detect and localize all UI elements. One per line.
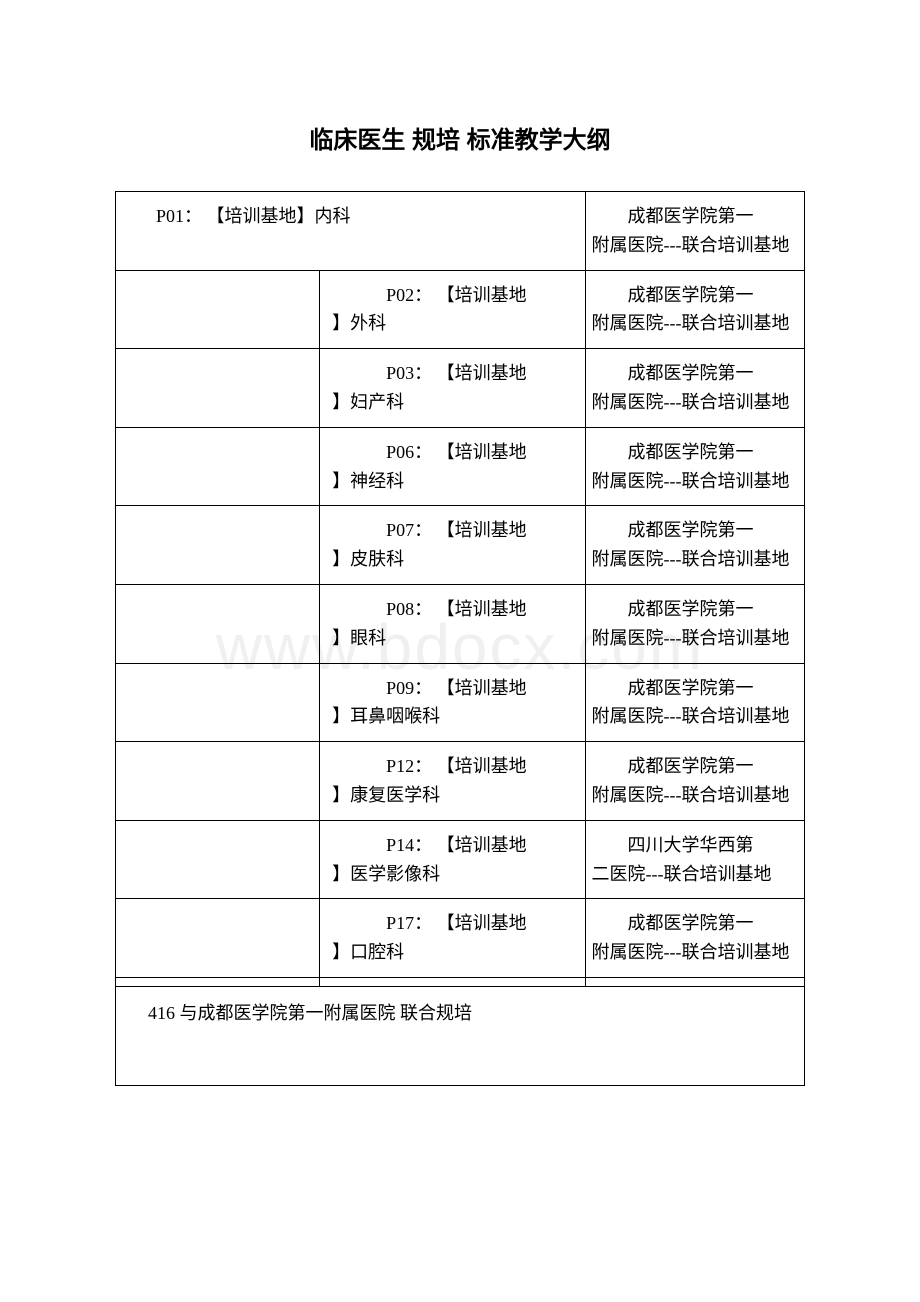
label-line2: 】医学影像科 — [350, 860, 578, 889]
affiliation-cell: 成都医学院第一 附属医院---联合培训基地 — [585, 506, 804, 585]
label-line2: 】妇产科 — [350, 388, 578, 417]
affiliation-lead: 成都医学院第一 — [628, 599, 754, 619]
base-label: P17： 【培训基地 】口腔科 — [320, 899, 585, 978]
affiliation-cell: 成都医学院第一 附属医院---联合培训基地 — [585, 349, 804, 428]
table-row — [116, 977, 805, 986]
affiliation-body: 附属医院---联合培训基地 — [592, 388, 798, 417]
base-label: P06： 【培训基地 】神经科 — [320, 427, 585, 506]
label-line1: P14： 【培训基地 — [350, 831, 578, 860]
base-label: P14： 【培训基地 】医学影像科 — [320, 820, 585, 899]
affiliation-body: 附属医院---联合培训基地 — [592, 938, 798, 967]
empty-cell — [116, 427, 320, 506]
affiliation-lead: 成都医学院第一 — [628, 520, 754, 540]
affiliation-body: 附属医院---联合培训基地 — [592, 624, 798, 653]
empty-cell — [116, 270, 320, 349]
base-label: P08： 【培训基地 】眼科 — [320, 584, 585, 663]
empty-cell — [116, 349, 320, 428]
affiliation-lead: 成都医学院第一 — [628, 285, 754, 305]
empty-cell — [116, 506, 320, 585]
affiliation-cell: 四川大学华西第 二医院---联合培训基地 — [585, 820, 804, 899]
table-row: P08： 【培训基地 】眼科 成都医学院第一 附属医院---联合培训基地 — [116, 584, 805, 663]
empty-cell — [116, 820, 320, 899]
label-line1: P08： 【培训基地 — [350, 595, 578, 624]
empty-cell — [116, 584, 320, 663]
document-page: 临床医生 规培 标准教学大纲 P01： 【培训基地】内科 成都医学院第一 附属医… — [0, 0, 920, 1086]
label-line1: P09： 【培训基地 — [350, 674, 578, 703]
table-row: P01： 【培训基地】内科 成都医学院第一 附属医院---联合培训基地 — [116, 192, 805, 271]
label-line1: P03： 【培训基地 — [350, 359, 578, 388]
affiliation-cell: 成都医学院第一 附属医院---联合培训基地 — [585, 899, 804, 978]
label-line2: 】口腔科 — [350, 938, 578, 967]
affiliation-body: 附属医院---联合培训基地 — [592, 467, 798, 496]
affiliation-body: 附属医院---联合培训基地 — [592, 702, 798, 731]
base-label: P02： 【培训基地 】外科 — [320, 270, 585, 349]
empty-cell — [585, 977, 804, 986]
empty-cell — [320, 977, 585, 986]
affiliation-lead: 四川大学华西第 — [628, 835, 754, 855]
empty-cell — [116, 663, 320, 742]
affiliation-body: 附属医院---联合培训基地 — [592, 231, 798, 260]
table-row: P12： 【培训基地 】康复医学科 成都医学院第一 附属医院---联合培训基地 — [116, 742, 805, 821]
base-label: P12： 【培训基地 】康复医学科 — [320, 742, 585, 821]
affiliation-body: 附属医院---联合培训基地 — [592, 781, 798, 810]
affiliation-cell: 成都医学院第一 附属医院---联合培训基地 — [585, 584, 804, 663]
affiliation-body: 附属医院---联合培训基地 — [592, 545, 798, 574]
label-line2: 】神经科 — [350, 467, 578, 496]
label-line1: P12： 【培训基地 — [350, 752, 578, 781]
affiliation-body: 二医院---联合培训基地 — [592, 860, 798, 889]
table-row: P06： 【培训基地 】神经科 成都医学院第一 附属医院---联合培训基地 — [116, 427, 805, 506]
footer-text: 416 与成都医学院第一附属医院 联合规培 — [116, 987, 804, 1085]
label-line1: P17： 【培训基地 — [350, 909, 578, 938]
affiliation-lead: 成都医学院第一 — [628, 363, 754, 383]
label-line1: P02： 【培训基地 — [350, 281, 578, 310]
table-row: P14： 【培训基地 】医学影像科 四川大学华西第 二医院---联合培训基地 — [116, 820, 805, 899]
base-label: P07： 【培训基地 】皮肤科 — [320, 506, 585, 585]
label-line2: 】外科 — [350, 309, 578, 338]
base-label: P01： 【培训基地】内科 — [116, 192, 586, 271]
table-row: P09： 【培训基地 】耳鼻咽喉科 成都医学院第一 附属医院---联合培训基地 — [116, 663, 805, 742]
affiliation-cell: 成都医学院第一 附属医院---联合培训基地 — [585, 663, 804, 742]
table-row: P07： 【培训基地 】皮肤科 成都医学院第一 附属医院---联合培训基地 — [116, 506, 805, 585]
label-line2: 】耳鼻咽喉科 — [350, 702, 578, 731]
empty-cell — [116, 742, 320, 821]
page-title: 临床医生 规培 标准教学大纲 — [115, 120, 805, 155]
base-label: P03： 【培训基地 】妇产科 — [320, 349, 585, 428]
label-line1: P07： 【培训基地 — [350, 516, 578, 545]
affiliation-body: 附属医院---联合培训基地 — [592, 309, 798, 338]
affiliation-cell: 成都医学院第一 附属医院---联合培训基地 — [585, 192, 804, 271]
affiliation-cell: 成都医学院第一 附属医院---联合培训基地 — [585, 742, 804, 821]
label-line2: 】眼科 — [350, 624, 578, 653]
affiliation-cell: 成都医学院第一 附属医院---联合培训基地 — [585, 427, 804, 506]
affiliation-lead: 成都医学院第一 — [628, 913, 754, 933]
empty-cell — [116, 977, 320, 986]
table-row: P02： 【培训基地 】外科 成都医学院第一 附属医院---联合培训基地 — [116, 270, 805, 349]
label-line2: 】康复医学科 — [350, 781, 578, 810]
affiliation-lead: 成都医学院第一 — [628, 678, 754, 698]
affiliation-lead: 成都医学院第一 — [628, 442, 754, 462]
affiliation-cell: 成都医学院第一 附属医院---联合培训基地 — [585, 270, 804, 349]
table-row: P17： 【培训基地 】口腔科 成都医学院第一 附属医院---联合培训基地 — [116, 899, 805, 978]
base-label: P09： 【培训基地 】耳鼻咽喉科 — [320, 663, 585, 742]
label-line1: P06： 【培训基地 — [350, 438, 578, 467]
syllabus-table: P01： 【培训基地】内科 成都医学院第一 附属医院---联合培训基地 P02：… — [115, 191, 805, 987]
affiliation-lead: 成都医学院第一 — [628, 756, 754, 776]
label-line2: 】皮肤科 — [350, 545, 578, 574]
footer-box: 416 与成都医学院第一附属医院 联合规培 — [115, 987, 805, 1086]
affiliation-lead: 成都医学院第一 — [628, 206, 754, 226]
table-row: P03： 【培训基地 】妇产科 成都医学院第一 附属医院---联合培训基地 — [116, 349, 805, 428]
empty-cell — [116, 899, 320, 978]
